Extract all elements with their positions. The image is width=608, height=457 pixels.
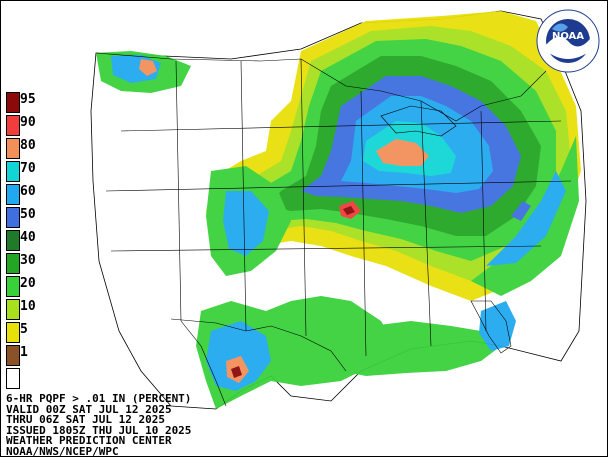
state-line-h1 [120, 120, 562, 132]
legend-swatch-0 [6, 368, 20, 389]
legend [6, 92, 20, 391]
state-line-4 [360, 90, 367, 357]
state-line-5 [420, 100, 432, 347]
area-southwest-blue [206, 321, 271, 391]
legend-swatch-5 [6, 322, 20, 343]
legend-label: 10 [20, 299, 36, 314]
state-line-6 [480, 110, 487, 332]
shading-layer [96, 11, 581, 409]
product-caption: 6-HR PQPF > .01 IN (PERCENT) VALID 00Z S… [6, 392, 192, 457]
legend-label: 30 [20, 253, 36, 268]
legend-label: 80 [20, 138, 36, 153]
noaa-logo-text: NOAA [552, 31, 584, 42]
state-line-h2 [105, 180, 572, 192]
legend-labels: 95 90 80 70 60 50 40 30 20 10 5 1 [20, 92, 36, 368]
great-lakes [380, 105, 457, 137]
legend-swatch-60 [6, 184, 20, 205]
legend-label: 20 [20, 276, 36, 291]
legend-label: 95 [20, 92, 36, 107]
legend-label: 90 [20, 115, 36, 130]
legend-swatch-70 [6, 161, 20, 182]
area-pnw-core [139, 59, 157, 76]
legend-swatch-30 [6, 253, 20, 274]
state-line-2 [240, 60, 247, 332]
caption-agency: NOAA/NWS/NCEP/WPC [6, 444, 119, 457]
boundary-lines [95, 52, 572, 407]
caption-product: 6-HR PQPF > .01 IN (PERCENT) [6, 392, 192, 405]
caption-valid: VALID 00Z SAT JUL 12 2025 [6, 402, 172, 416]
baja-outline [180, 320, 227, 407]
area-gulf-green [331, 321, 501, 376]
caption-center: WEATHER PREDICTION CENTER [6, 434, 172, 447]
legend-label: 50 [20, 207, 36, 222]
area-rockies-blue [223, 191, 269, 256]
legend-swatch-90 [6, 115, 20, 136]
legend-label: 60 [20, 184, 36, 199]
area-eastcoast-blue [486, 171, 566, 266]
legend-swatch-1 [6, 345, 20, 366]
legend-swatch-20 [6, 276, 20, 297]
legend-label: 5 [20, 322, 28, 337]
state-line-1 [175, 60, 182, 322]
legend-swatch-95 [6, 92, 20, 113]
legend-swatch-10 [6, 299, 20, 320]
legend-swatch-40 [6, 230, 20, 251]
legend-label: 70 [20, 161, 36, 176]
area-florida-blue [479, 301, 516, 351]
us-mexico-border [170, 318, 347, 372]
legend-swatch-50 [6, 207, 20, 228]
caption-thru: THRU 06Z SAT JUL 12 2025 [6, 413, 165, 426]
area-80pct-core [376, 139, 429, 166]
area-eastcoast-core [511, 201, 531, 221]
state-line-h3 [110, 245, 542, 252]
legend-label: 40 [20, 230, 36, 245]
area-southwest-peak [231, 366, 242, 378]
caption-issued: ISSUED 1805Z THU JUL 10 2025 [6, 423, 192, 437]
noaa-logo: NOAA [536, 9, 600, 73]
area-95pct-core [343, 206, 355, 215]
legend-label: 1 [20, 345, 28, 360]
area-eastcoast-band [471, 136, 579, 296]
us-canada-border [95, 52, 547, 122]
legend-swatch-80 [6, 138, 20, 159]
state-line-3 [300, 58, 307, 337]
florida-outline [470, 300, 512, 354]
